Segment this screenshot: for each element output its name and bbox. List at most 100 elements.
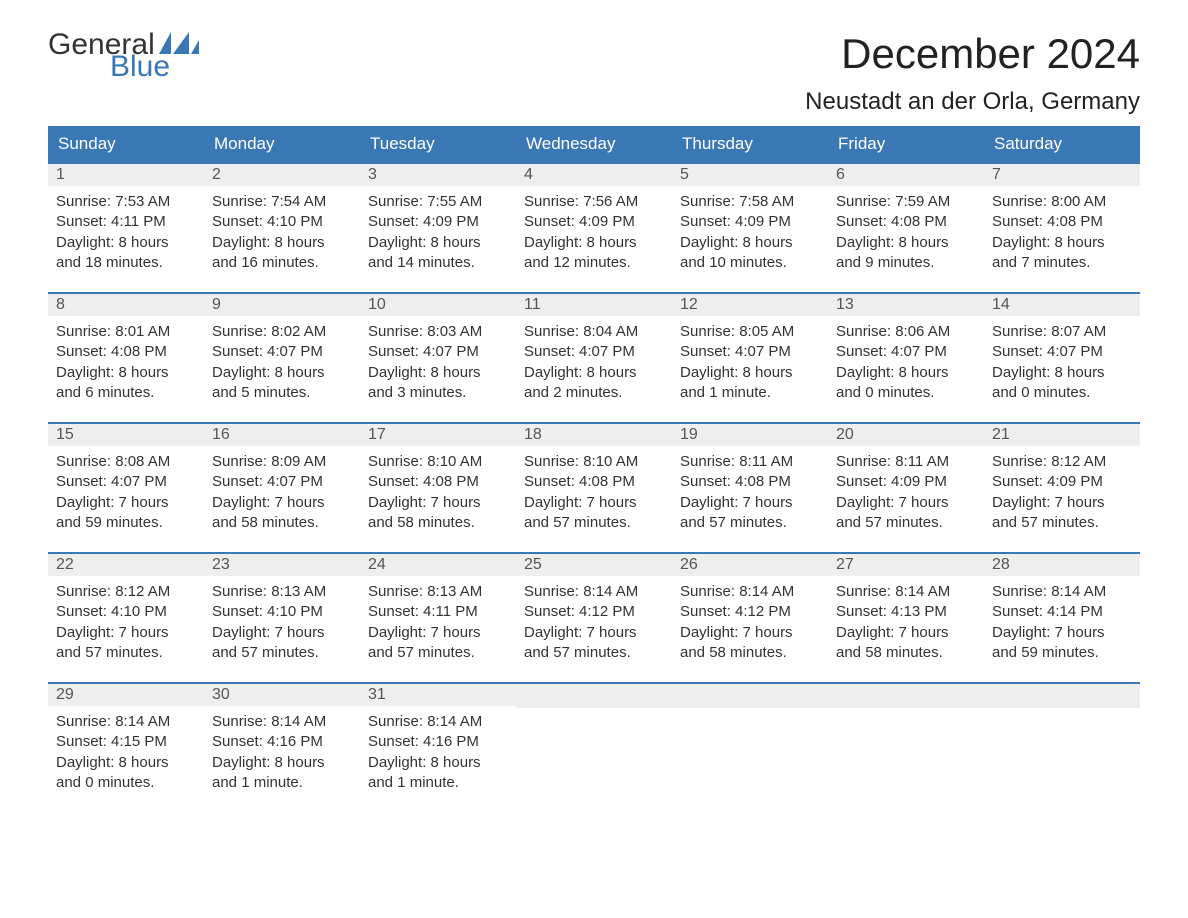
calendar-day-cell: 31Sunrise: 8:14 AMSunset: 4:16 PMDayligh… bbox=[360, 684, 516, 812]
calendar-day-cell: 27Sunrise: 8:14 AMSunset: 4:13 PMDayligh… bbox=[828, 554, 984, 682]
daylight-line-2: and 57 minutes. bbox=[56, 643, 196, 663]
day-content: Sunrise: 8:05 AMSunset: 4:07 PMDaylight:… bbox=[672, 316, 828, 409]
daylight-line-2: and 57 minutes. bbox=[524, 643, 664, 663]
sunset-line: Sunset: 4:07 PM bbox=[992, 342, 1132, 362]
sunset-line: Sunset: 4:08 PM bbox=[680, 472, 820, 492]
sunrise-line: Sunrise: 8:14 AM bbox=[524, 582, 664, 602]
day-number: 13 bbox=[828, 294, 984, 316]
daylight-line-2: and 1 minute. bbox=[212, 773, 352, 793]
sunset-line: Sunset: 4:09 PM bbox=[524, 212, 664, 232]
daylight-line-2: and 58 minutes. bbox=[212, 513, 352, 533]
daylight-line-2: and 3 minutes. bbox=[368, 383, 508, 403]
day-content: Sunrise: 8:12 AMSunset: 4:10 PMDaylight:… bbox=[48, 576, 204, 669]
calendar-day-cell: 4Sunrise: 7:56 AMSunset: 4:09 PMDaylight… bbox=[516, 164, 672, 292]
day-content: Sunrise: 8:12 AMSunset: 4:09 PMDaylight:… bbox=[984, 446, 1140, 539]
day-number bbox=[984, 684, 1140, 708]
daylight-line-1: Daylight: 7 hours bbox=[524, 623, 664, 643]
day-content: Sunrise: 8:10 AMSunset: 4:08 PMDaylight:… bbox=[516, 446, 672, 539]
sunset-line: Sunset: 4:09 PM bbox=[368, 212, 508, 232]
daylight-line-2: and 2 minutes. bbox=[524, 383, 664, 403]
calendar-header-row: SundayMondayTuesdayWednesdayThursdayFrid… bbox=[48, 126, 1140, 162]
daylight-line-2: and 57 minutes. bbox=[368, 643, 508, 663]
calendar-day-cell: 26Sunrise: 8:14 AMSunset: 4:12 PMDayligh… bbox=[672, 554, 828, 682]
daylight-line-2: and 5 minutes. bbox=[212, 383, 352, 403]
sunset-line: Sunset: 4:11 PM bbox=[368, 602, 508, 622]
sunrise-line: Sunrise: 8:14 AM bbox=[56, 712, 196, 732]
logo: General Blue bbox=[48, 30, 199, 82]
day-content: Sunrise: 8:14 AMSunset: 4:14 PMDaylight:… bbox=[984, 576, 1140, 669]
daylight-line-1: Daylight: 8 hours bbox=[212, 233, 352, 253]
title-block: December 2024 bbox=[841, 30, 1140, 78]
daylight-line-1: Daylight: 7 hours bbox=[836, 493, 976, 513]
calendar-day-cell: 22Sunrise: 8:12 AMSunset: 4:10 PMDayligh… bbox=[48, 554, 204, 682]
day-content: Sunrise: 7:56 AMSunset: 4:09 PMDaylight:… bbox=[516, 186, 672, 279]
day-number: 28 bbox=[984, 554, 1140, 576]
sunrise-line: Sunrise: 8:00 AM bbox=[992, 192, 1132, 212]
daylight-line-1: Daylight: 7 hours bbox=[992, 493, 1132, 513]
calendar-day-cell: 16 Sunrise: 8:09 AMSunset: 4:07 PMDayligh… bbox=[204, 424, 360, 552]
daylight-line-1: Daylight: 8 hours bbox=[680, 233, 820, 253]
calendar-week: 1Sunrise: 7:53 AMSunset: 4:11 PMDaylight… bbox=[48, 162, 1140, 292]
sunrise-line: Sunrise: 8:10 AM bbox=[524, 452, 664, 472]
calendar-day-cell: 2Sunrise: 7:54 AMSunset: 4:10 PMDaylight… bbox=[204, 164, 360, 292]
daylight-line-1: Daylight: 7 hours bbox=[212, 493, 352, 513]
day-number: 12 bbox=[672, 294, 828, 316]
day-number: 31 bbox=[360, 684, 516, 706]
daylight-line-2: and 58 minutes. bbox=[836, 643, 976, 663]
calendar-empty-cell bbox=[984, 684, 1140, 812]
day-number bbox=[516, 684, 672, 708]
day-content: Sunrise: 7:53 AMSunset: 4:11 PMDaylight:… bbox=[48, 186, 204, 279]
sunrise-line: Sunrise: 8:14 AM bbox=[368, 712, 508, 732]
day-content: Sunrise: 7:54 AMSunset: 4:10 PMDaylight:… bbox=[204, 186, 360, 279]
sunrise-line: Sunrise: 8:12 AM bbox=[992, 452, 1132, 472]
sunrise-line: Sunrise: 8:11 AM bbox=[680, 452, 820, 472]
sunrise-line: Sunrise: 8:14 AM bbox=[992, 582, 1132, 602]
calendar-empty-cell bbox=[516, 684, 672, 812]
daylight-line-2: and 0 minutes. bbox=[56, 773, 196, 793]
day-number: 24 bbox=[360, 554, 516, 576]
day-number: 29 bbox=[48, 684, 204, 706]
calendar-day-cell: 18Sunrise: 8:10 AMSunset: 4:08 PMDayligh… bbox=[516, 424, 672, 552]
calendar-header-cell: Wednesday bbox=[516, 126, 672, 162]
sunrise-line: Sunrise: 8:14 AM bbox=[212, 712, 352, 732]
sunrise-line: Sunrise: 8:03 AM bbox=[368, 322, 508, 342]
daylight-line-1: Daylight: 8 hours bbox=[992, 233, 1132, 253]
sunset-line: Sunset: 4:07 PM bbox=[680, 342, 820, 362]
sunset-line: Sunset: 4:14 PM bbox=[992, 602, 1132, 622]
sunrise-line: Sunrise: 7:55 AM bbox=[368, 192, 508, 212]
daylight-line-2: and 18 minutes. bbox=[56, 253, 196, 273]
calendar-body: 1Sunrise: 7:53 AMSunset: 4:11 PMDaylight… bbox=[48, 162, 1140, 812]
sunset-line: Sunset: 4:10 PM bbox=[56, 602, 196, 622]
day-number: 6 bbox=[828, 164, 984, 186]
sunset-line: Sunset: 4:07 PM bbox=[212, 472, 352, 492]
sunset-line: Sunset: 4:10 PM bbox=[212, 602, 352, 622]
calendar-header-cell: Friday bbox=[828, 126, 984, 162]
day-content: Sunrise: 8:00 AMSunset: 4:08 PMDaylight:… bbox=[984, 186, 1140, 279]
day-content: Sunrise: 8:14 AMSunset: 4:16 PMDaylight:… bbox=[360, 706, 516, 799]
daylight-line-1: Daylight: 8 hours bbox=[524, 363, 664, 383]
calendar-day-cell: 20Sunrise: 8:11 AMSunset: 4:09 PMDayligh… bbox=[828, 424, 984, 552]
calendar-day-cell: 23Sunrise: 8:13 AMSunset: 4:10 PMDayligh… bbox=[204, 554, 360, 682]
day-content: Sunrise: 8:04 AMSunset: 4:07 PMDaylight:… bbox=[516, 316, 672, 409]
sunrise-line: Sunrise: 7:56 AM bbox=[524, 192, 664, 212]
day-content: Sunrise: 7:58 AMSunset: 4:09 PMDaylight:… bbox=[672, 186, 828, 279]
sunrise-line: Sunrise: 8:09 AM bbox=[212, 452, 352, 472]
daylight-line-1: Daylight: 7 hours bbox=[56, 493, 196, 513]
header: General Blue December 2024 bbox=[48, 30, 1140, 82]
sunset-line: Sunset: 4:08 PM bbox=[524, 472, 664, 492]
daylight-line-2: and 10 minutes. bbox=[680, 253, 820, 273]
day-number: 5 bbox=[672, 164, 828, 186]
calendar-day-cell: 30Sunrise: 8:14 AMSunset: 4:16 PMDayligh… bbox=[204, 684, 360, 812]
sunrise-line: Sunrise: 8:11 AM bbox=[836, 452, 976, 472]
day-number: 16 bbox=[204, 424, 360, 446]
day-content: Sunrise: 8:01 AMSunset: 4:08 PMDaylight:… bbox=[48, 316, 204, 409]
calendar-day-cell: 21Sunrise: 8:12 AMSunset: 4:09 PMDayligh… bbox=[984, 424, 1140, 552]
calendar: SundayMondayTuesdayWednesdayThursdayFrid… bbox=[48, 126, 1140, 812]
daylight-line-2: and 0 minutes. bbox=[992, 383, 1132, 403]
sunrise-line: Sunrise: 7:58 AM bbox=[680, 192, 820, 212]
sunset-line: Sunset: 4:16 PM bbox=[212, 732, 352, 752]
day-number: 20 bbox=[828, 424, 984, 446]
sunset-line: Sunset: 4:16 PM bbox=[368, 732, 508, 752]
calendar-empty-cell bbox=[672, 684, 828, 812]
sunset-line: Sunset: 4:08 PM bbox=[836, 212, 976, 232]
